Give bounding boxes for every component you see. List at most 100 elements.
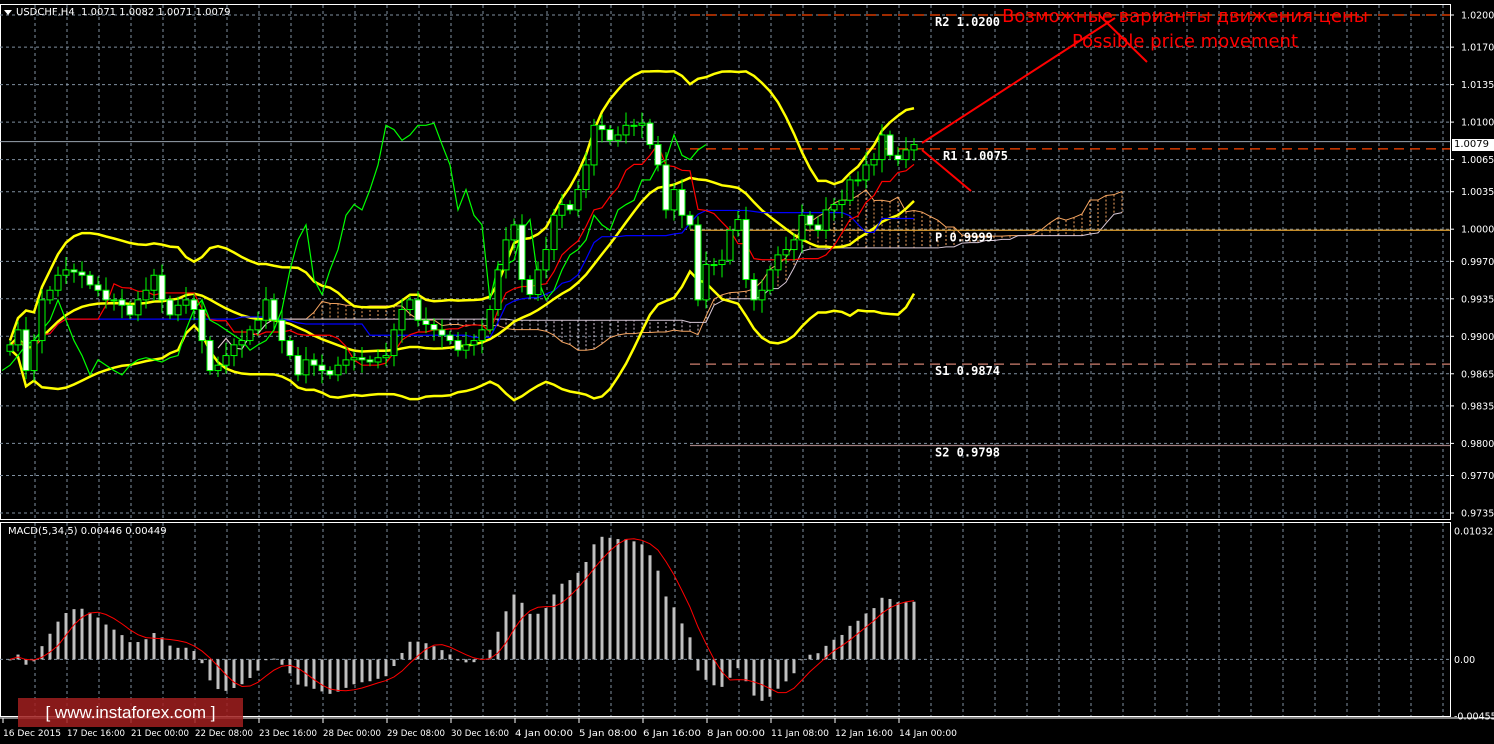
macd-histogram-bar — [472, 659, 476, 663]
macd-histogram-bar — [104, 624, 108, 660]
candle-bull — [398, 309, 406, 331]
macd-histogram-bar — [312, 659, 316, 689]
macd-histogram-bar — [728, 659, 732, 678]
macd-histogram-bar — [456, 659, 460, 661]
candle-bull — [574, 189, 582, 211]
macd-histogram-bar — [656, 570, 660, 660]
macd-histogram-bar — [408, 641, 412, 660]
candle-bear — [518, 224, 526, 281]
dropdown-triangle-icon[interactable] — [4, 9, 12, 15]
candle-bull — [710, 264, 718, 267]
macd-histogram-bar — [448, 654, 452, 660]
macd-histogram-bar — [264, 659, 268, 661]
macd-histogram-bar — [280, 659, 284, 665]
candle-bull — [62, 269, 70, 276]
x-tick-label: 14 Jan 00:00 — [899, 729, 957, 739]
candle-bear — [86, 274, 94, 286]
candle-bull — [590, 124, 598, 166]
candle-bull — [390, 329, 398, 357]
candle-bull — [582, 164, 590, 191]
candle-bear — [454, 340, 462, 351]
candle-bear — [166, 299, 174, 316]
macd-histogram-bar — [880, 597, 884, 660]
x-tick-label: 23 Dec 16:00 — [259, 729, 317, 739]
candle-bear — [278, 319, 286, 342]
candle-bull — [142, 289, 150, 301]
candle-bull — [510, 224, 518, 241]
macd-histogram-bar — [864, 613, 868, 660]
candle-bull — [174, 304, 182, 316]
y-tick-label: 0.9800 — [1461, 439, 1494, 450]
macd-histogram-bar — [136, 642, 140, 660]
candle-bull — [766, 269, 774, 291]
macd-histogram-bar — [520, 602, 524, 660]
macd-histogram-bar — [432, 646, 436, 660]
candle-bear — [526, 279, 534, 296]
macd-histogram-bar — [152, 633, 156, 660]
macd-histogram-bar — [856, 620, 860, 660]
macd-histogram-bar — [424, 643, 428, 660]
candle-bear — [206, 340, 214, 372]
macd-histogram-bar — [288, 659, 292, 674]
candle-bear — [438, 329, 446, 336]
candle-bull — [718, 259, 726, 266]
current-price-tag: 1.0079 — [1452, 139, 1494, 151]
macd-histogram-bar — [552, 594, 556, 660]
candle-bear — [70, 269, 78, 273]
pivot-label: P 0.9999 — [935, 230, 993, 244]
macd-histogram-bar — [336, 659, 340, 692]
macd-histogram-bar — [752, 659, 756, 696]
bollinger-upper-line — [8, 69, 915, 341]
candle-bull — [238, 340, 246, 346]
candle-bull — [334, 364, 342, 376]
candle-bear — [886, 134, 894, 156]
forecast-arrow-up-head — [1099, 15, 1148, 63]
candle-bull — [110, 299, 118, 302]
y-tick-label: 0.9865 — [1461, 369, 1494, 380]
macd-histogram-bar — [272, 658, 276, 660]
x-tick-label: 16 Dec 2015 — [3, 729, 61, 739]
macd-histogram-bar — [112, 629, 116, 660]
macd-histogram-bar — [416, 641, 420, 660]
macd-histogram-bar — [568, 580, 572, 660]
candle-bull — [494, 269, 502, 311]
candle-bull — [182, 299, 190, 306]
candle-bear — [310, 359, 318, 366]
candle-bull — [558, 204, 566, 216]
bollinger-middle-line — [9, 176, 915, 353]
macd-histogram-bar — [240, 659, 244, 685]
candle-bear — [654, 144, 662, 166]
candle-bull — [222, 355, 230, 366]
candle-bull — [734, 219, 742, 231]
candle-bear — [78, 271, 86, 276]
candle-bull — [790, 239, 798, 251]
candle-bear — [606, 129, 614, 141]
macd-histogram-bar — [720, 659, 724, 687]
candle-bull — [830, 204, 838, 211]
candle-bear — [750, 279, 758, 301]
candle-bull — [902, 149, 910, 161]
x-tick-label: 11 Jan 08:00 — [771, 729, 829, 739]
price-pane-frame — [0, 4, 1451, 520]
macd-histogram-bar — [536, 613, 540, 660]
candle-bull — [774, 254, 782, 271]
macd-histogram-bar — [128, 642, 132, 660]
macd-histogram-bar — [400, 652, 404, 660]
macd-histogram-bar — [296, 659, 300, 685]
bollinger-lower-line — [9, 269, 916, 402]
candle-bull — [254, 319, 262, 331]
macd-histogram-bar — [616, 539, 620, 660]
senkou-span-b-line — [217, 212, 1123, 350]
candle-bull — [38, 299, 46, 342]
chikou-span-line — [1, 122, 707, 377]
candle-bull — [486, 309, 494, 331]
candle-bull — [470, 340, 478, 346]
macd-histogram-bar — [144, 639, 148, 660]
x-tick-label: 4 Jan 00:00 — [515, 729, 573, 739]
y-tick-label: 0.9935 — [1461, 294, 1494, 305]
macd-y-tick-label: 0.01032 — [1454, 527, 1493, 538]
macd-histogram-bar — [232, 659, 236, 688]
macd-histogram-bar — [792, 659, 796, 674]
candle-bull — [878, 134, 886, 161]
